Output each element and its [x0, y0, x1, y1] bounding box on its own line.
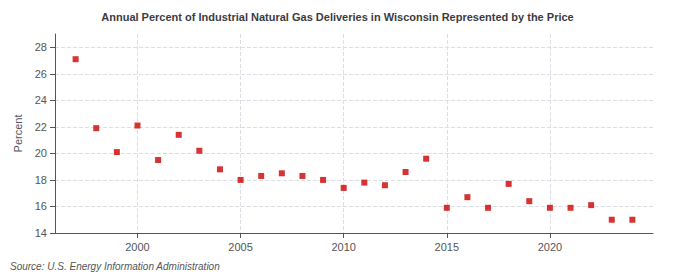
- svg-text:2005: 2005: [228, 241, 252, 253]
- svg-text:2020: 2020: [538, 241, 562, 253]
- svg-text:18: 18: [35, 174, 47, 186]
- svg-text:2010: 2010: [331, 241, 355, 253]
- svg-text:2000: 2000: [125, 241, 149, 253]
- svg-text:Percent: Percent: [12, 115, 24, 153]
- svg-text:14: 14: [35, 227, 47, 239]
- svg-text:28: 28: [35, 41, 47, 53]
- svg-text:26: 26: [35, 68, 47, 80]
- svg-text:20: 20: [35, 147, 47, 159]
- svg-text:Annual Percent of Industrial N: Annual Percent of Industrial Natural Gas…: [101, 11, 573, 23]
- svg-text:2015: 2015: [435, 241, 459, 253]
- svg-text:Source: U.S. Energy Informatio: Source: U.S. Energy Information Administ…: [10, 261, 220, 272]
- svg-text:24: 24: [35, 94, 47, 106]
- svg-text:22: 22: [35, 121, 47, 133]
- svg-text:16: 16: [35, 200, 47, 212]
